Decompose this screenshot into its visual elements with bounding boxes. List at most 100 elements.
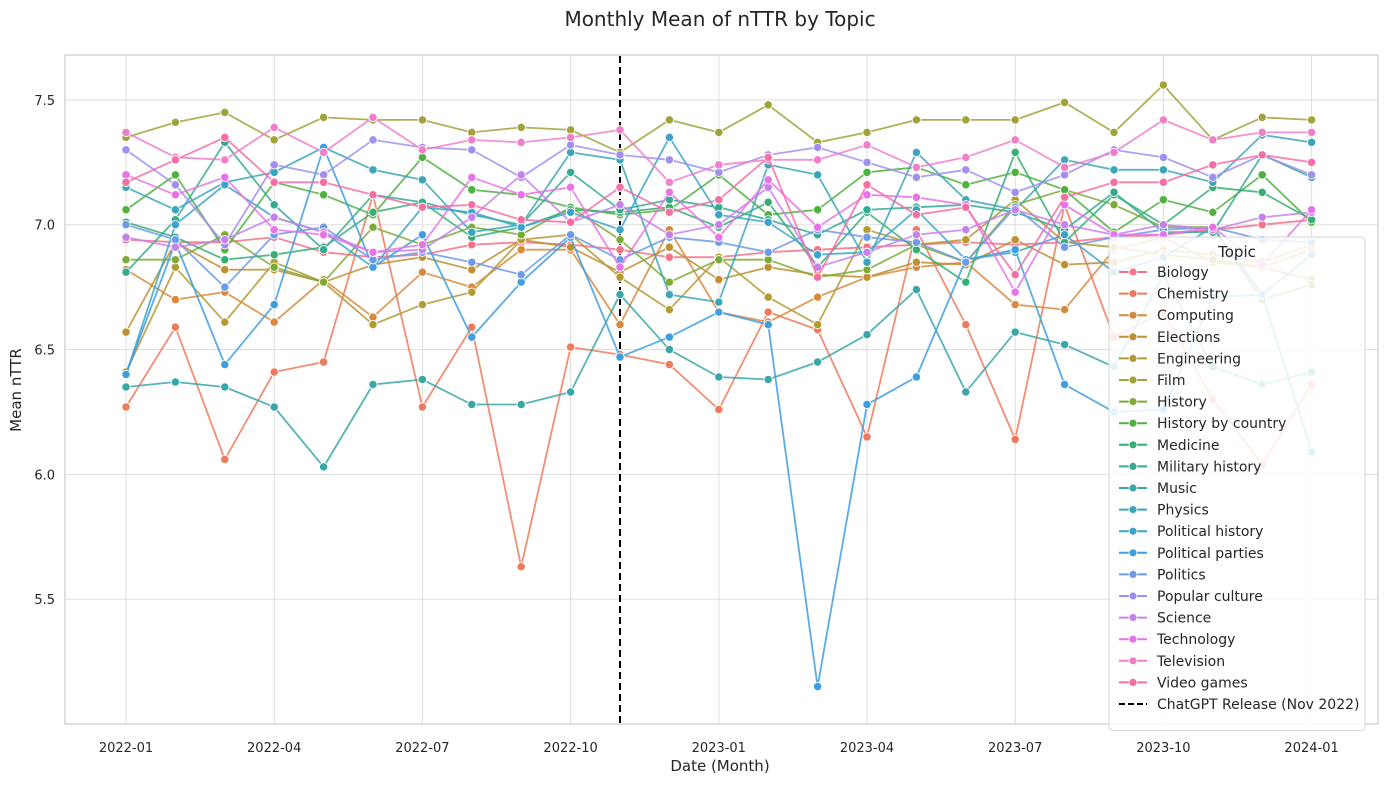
data-point	[1158, 80, 1169, 90]
legend-swatch-marker	[1128, 353, 1138, 363]
data-point	[1059, 192, 1070, 202]
data-point	[121, 127, 131, 138]
data-point	[1010, 270, 1020, 280]
data-point	[220, 235, 230, 245]
data-point	[1257, 170, 1267, 180]
x-axis-label: Date (Month)	[670, 757, 769, 775]
data-point	[911, 372, 922, 382]
data-point	[1059, 379, 1070, 390]
data-point	[911, 230, 922, 240]
data-point	[1059, 260, 1070, 270]
data-point	[121, 327, 131, 337]
data-point	[516, 122, 526, 133]
data-point	[1306, 127, 1317, 138]
legend-item-chatgpt-release: ChatGPT Release (Nov 2022)	[1119, 697, 1360, 713]
data-point	[565, 217, 576, 227]
data-point	[1257, 112, 1267, 123]
data-point	[911, 284, 922, 295]
data-point	[121, 267, 131, 277]
series-video-games	[121, 132, 1317, 282]
data-point	[516, 215, 526, 225]
data-point	[911, 115, 922, 125]
data-point	[368, 190, 378, 200]
data-point	[862, 127, 872, 138]
legend-label: Politics	[1157, 567, 1206, 583]
data-point	[467, 287, 477, 297]
data-point	[368, 135, 378, 145]
data-point	[1059, 220, 1070, 230]
data-point	[368, 247, 378, 257]
data-point	[417, 175, 428, 185]
legend-item-popular-culture: Popular culture	[1119, 589, 1263, 605]
data-point	[961, 387, 971, 397]
data-point	[615, 262, 625, 272]
legend-label: Television	[1156, 654, 1225, 670]
data-point	[1059, 97, 1070, 108]
data-point	[269, 225, 279, 235]
legend-swatch-marker	[1128, 656, 1138, 666]
data-point	[911, 147, 922, 158]
data-point	[269, 262, 279, 272]
data-point	[269, 250, 279, 260]
legend-item-technology: Technology	[1119, 632, 1235, 648]
data-point	[269, 317, 279, 327]
data-point	[417, 230, 428, 240]
data-point	[615, 182, 625, 192]
data-point	[664, 242, 675, 252]
data-point	[220, 132, 230, 143]
data-point	[1010, 235, 1020, 245]
data-point	[862, 432, 872, 442]
data-point	[170, 117, 181, 128]
legend-swatch-marker	[1128, 526, 1138, 536]
data-point	[615, 150, 625, 160]
data-point	[862, 180, 872, 190]
data-point	[467, 185, 477, 195]
legend-item-history: History	[1119, 395, 1207, 411]
data-point	[615, 319, 625, 330]
data-point	[1010, 135, 1020, 145]
legend-label: Chemistry	[1157, 287, 1229, 303]
data-point	[417, 402, 428, 412]
y-tick-label: 7.0	[34, 219, 55, 234]
data-point	[269, 135, 279, 145]
data-point	[121, 402, 131, 412]
legend-swatch-marker	[1128, 505, 1138, 515]
data-point	[1010, 115, 1020, 125]
data-point	[1208, 222, 1218, 232]
data-point	[911, 192, 922, 202]
legend-label: Popular culture	[1157, 589, 1263, 605]
data-point	[961, 277, 971, 287]
legend-item-engineering: Engineering	[1119, 351, 1241, 367]
data-point	[812, 681, 823, 692]
legend-label: ChatGPT Release (Nov 2022)	[1157, 697, 1360, 713]
data-point	[763, 292, 773, 302]
data-point	[961, 152, 971, 162]
data-point	[269, 212, 279, 222]
data-point	[714, 275, 724, 285]
data-point	[615, 272, 625, 282]
data-point	[1257, 212, 1267, 222]
data-point	[1010, 434, 1020, 445]
y-tick-label: 6.5	[34, 344, 55, 359]
data-point	[318, 357, 329, 367]
data-point	[714, 160, 724, 170]
data-point	[664, 187, 675, 197]
legend-label: Medicine	[1157, 438, 1220, 454]
legend-label: Music	[1157, 481, 1197, 497]
legend-box	[1108, 236, 1366, 732]
data-point	[368, 165, 378, 175]
data-point	[467, 172, 477, 182]
legend-item-history-by-country: History by country	[1119, 416, 1286, 432]
data-point	[220, 172, 230, 182]
data-point	[368, 379, 378, 390]
data-point	[664, 332, 675, 342]
data-point	[1257, 187, 1267, 197]
data-point	[220, 155, 230, 165]
legend-label: Technology	[1156, 632, 1235, 648]
data-point	[318, 112, 329, 123]
legend-label: Political parties	[1157, 546, 1264, 562]
data-point	[615, 125, 625, 135]
data-point	[714, 372, 724, 382]
legend-label: Political history	[1157, 524, 1263, 540]
